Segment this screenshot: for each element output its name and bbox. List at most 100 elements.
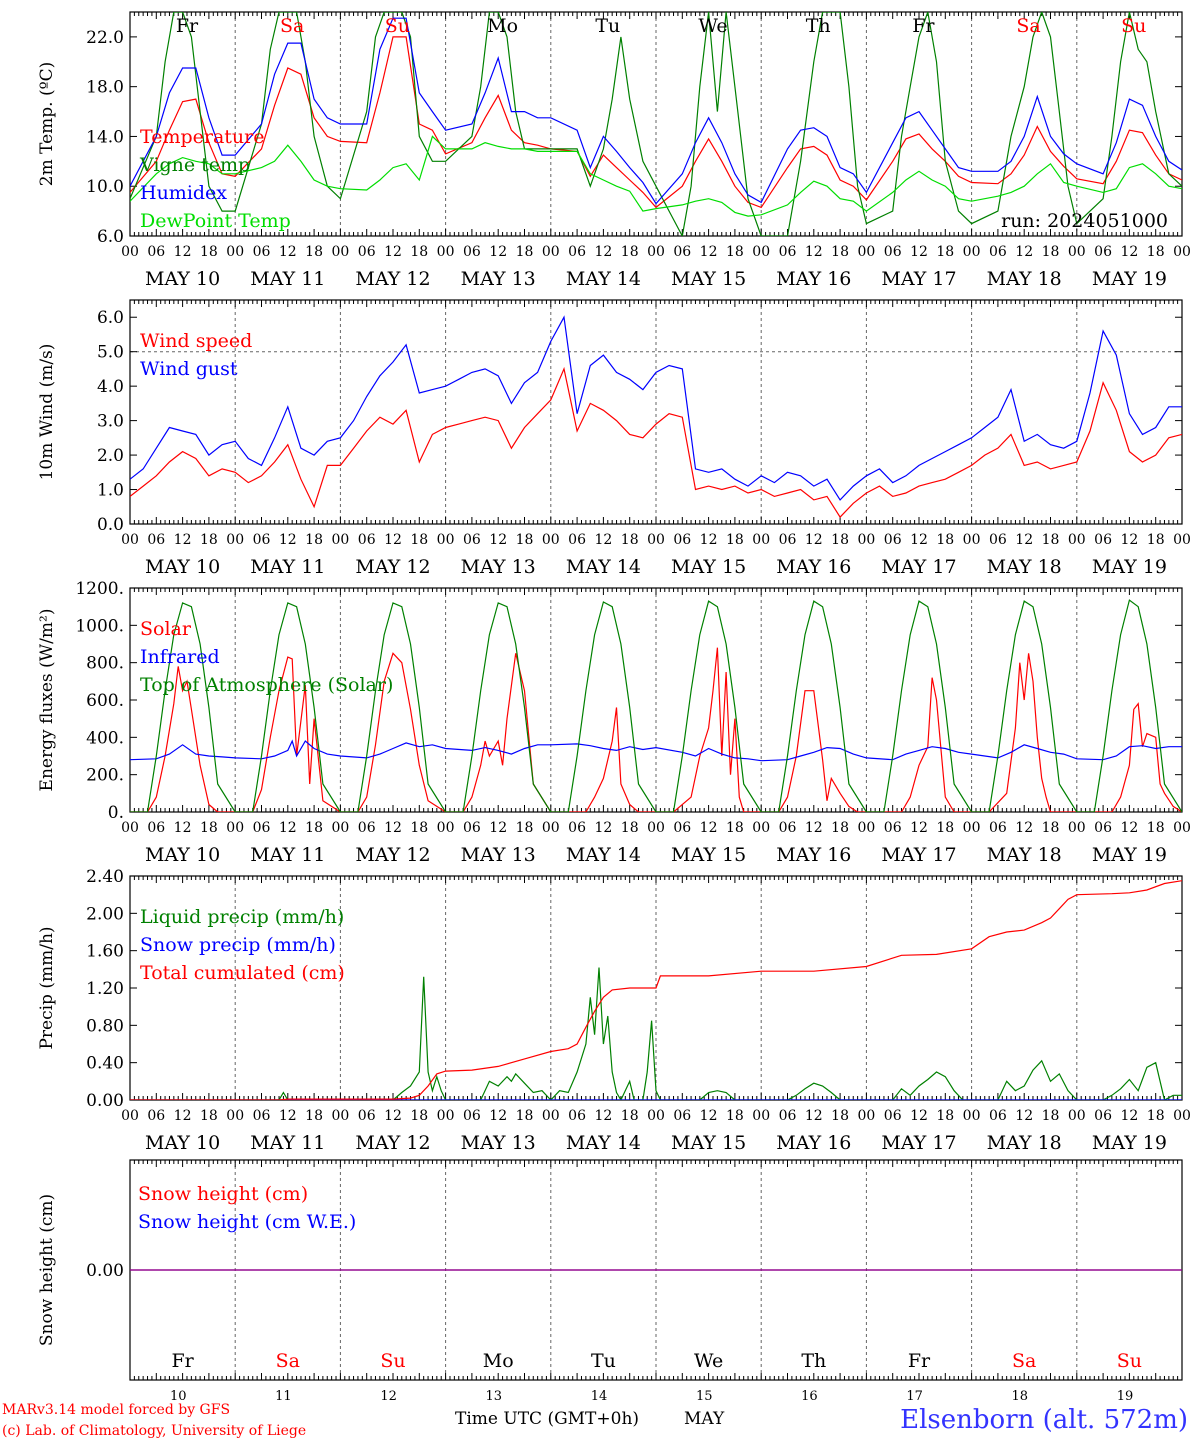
x-hour-label: 12 <box>1120 1108 1138 1124</box>
legend-entry: Total cumulated (cm) <box>140 962 345 984</box>
y-tick-label: 200. <box>86 766 124 786</box>
y-tick-label: 0.80 <box>86 1016 124 1036</box>
x-hour-label: 18 <box>621 532 639 548</box>
legend-entry: Snow precip (mm/h) <box>140 934 336 956</box>
x-hour-label: 12 <box>174 1108 192 1124</box>
x-date-label: MAY 14 <box>566 268 641 290</box>
legend-entry: Infrared <box>140 646 220 668</box>
weekday-label: We <box>694 1350 723 1372</box>
x-date-label: MAY 10 <box>145 556 220 578</box>
day-number-label: 12 <box>380 1389 397 1404</box>
x-hour-label: 18 <box>936 244 954 260</box>
legend-entry: DewPoint Temp <box>140 210 291 232</box>
x-date-label: MAY 16 <box>776 556 851 578</box>
x-date-label: MAY 15 <box>671 268 746 290</box>
day-number-label: 19 <box>1117 1389 1134 1404</box>
x-date-label: MAY 13 <box>461 844 536 866</box>
x-hour-label: 06 <box>253 1108 271 1124</box>
x-minor-ticks <box>129 300 1183 524</box>
x-hour-label: 00 <box>1068 244 1086 260</box>
x-hour-label: 12 <box>279 244 297 260</box>
x-date-label: MAY 17 <box>881 1132 956 1154</box>
x-hour-label: 12 <box>805 532 823 548</box>
x-hour-label: 06 <box>568 244 586 260</box>
x-hour-label: 18 <box>516 532 534 548</box>
y-tick-label: 1.60 <box>86 942 124 962</box>
x-date-label: MAY 10 <box>145 844 220 866</box>
series-line-dewpoint-temp <box>130 135 1182 217</box>
x-hour-label: 00 <box>226 1108 244 1124</box>
x-hour-label: 12 <box>594 1108 612 1124</box>
weekday-label: Th <box>801 1350 826 1372</box>
x-hour-label: 00 <box>752 532 770 548</box>
x-hour-label: 06 <box>253 244 271 260</box>
y-tick-label: 14.0 <box>86 127 124 147</box>
x-hour-label: 06 <box>779 820 797 836</box>
x-hour-label: 00 <box>542 244 560 260</box>
x-hour-label: 12 <box>1120 532 1138 548</box>
x-date-label: MAY 11 <box>250 556 325 578</box>
day-number-label: 16 <box>801 1389 818 1404</box>
y-tick-label: 0.0 <box>97 515 124 535</box>
x-hour-label: 06 <box>884 532 902 548</box>
x-hour-label: 00 <box>226 244 244 260</box>
x-hour-label: 00 <box>331 532 349 548</box>
x-hour-label: 00 <box>437 244 455 260</box>
x-date-label: MAY 15 <box>671 844 746 866</box>
x-hour-label: 18 <box>305 244 323 260</box>
y-tick-label: 800. <box>86 654 124 674</box>
series-line-wind-gust <box>130 315 1182 501</box>
x-hour-label: 00 <box>1068 532 1086 548</box>
x-hour-label: 00 <box>1173 1108 1191 1124</box>
x-hour-label: 18 <box>200 820 218 836</box>
x-hour-label: 06 <box>253 820 271 836</box>
legend-entry: Humidex <box>140 182 227 204</box>
weekday-label: Fr <box>171 1350 194 1372</box>
x-hour-label: 00 <box>121 1108 139 1124</box>
x-date-label: MAY 18 <box>987 268 1062 290</box>
x-hour-label: 06 <box>989 1108 1007 1124</box>
x-hour-label: 00 <box>437 820 455 836</box>
x-date-label: MAY 12 <box>355 556 430 578</box>
x-hour-label: 18 <box>410 532 428 548</box>
x-hour-label: 06 <box>884 1108 902 1124</box>
x-hour-label: 12 <box>1120 820 1138 836</box>
station-title: Elsenborn (alt. 572m) <box>900 1405 1188 1435</box>
x-hour-label: 18 <box>516 1108 534 1124</box>
x-hour-label: 00 <box>647 1108 665 1124</box>
x-hour-label: 06 <box>884 820 902 836</box>
x-hour-label: 12 <box>174 532 192 548</box>
x-hour-label: 18 <box>1042 532 1060 548</box>
y-tick-label: 0.40 <box>86 1054 124 1074</box>
plot-frame <box>129 11 1183 237</box>
x-hour-label: 00 <box>647 244 665 260</box>
y-axis-label: Snow height (cm) <box>37 1194 57 1346</box>
x-date-label: MAY 19 <box>1092 1132 1167 1154</box>
x-date-label: MAY 19 <box>1092 556 1167 578</box>
x-hour-label: 06 <box>1094 1108 1112 1124</box>
x-hour-label: 06 <box>779 244 797 260</box>
x-hour-label: 12 <box>489 1108 507 1124</box>
series-line-vigne-temp <box>130 12 1182 236</box>
x-hour-label: 12 <box>700 1108 718 1124</box>
x-date-label: MAY 17 <box>881 844 956 866</box>
x-hour-label: 18 <box>200 532 218 548</box>
x-hour-label: 18 <box>410 1108 428 1124</box>
series-line-humidex <box>130 17 1182 205</box>
x-hour-label: 18 <box>1042 820 1060 836</box>
x-hour-label: 12 <box>174 244 192 260</box>
y-tick-label: 3.0 <box>97 412 124 432</box>
weekday-label: Su <box>385 15 410 37</box>
x-hour-label: 06 <box>463 820 481 836</box>
x-hour-label: 18 <box>516 820 534 836</box>
y-tick-label: 1200. <box>75 579 124 599</box>
temp-panel: 6.0 10.0 14.0 18.0 22.0 2m Temp. (ºC) Temperat… <box>37 11 1191 290</box>
x-date-label: MAY 16 <box>776 1132 851 1154</box>
x-hour-label: 18 <box>1147 532 1165 548</box>
x-hour-label: 12 <box>384 532 402 548</box>
x-hour-label: 00 <box>857 820 875 836</box>
x-axis-label: Time UTC (GMT+0h) <box>455 1409 639 1429</box>
x-date-label: MAY 18 <box>987 844 1062 866</box>
x-hour-label: 12 <box>910 532 928 548</box>
x-hour-label: 18 <box>305 532 323 548</box>
